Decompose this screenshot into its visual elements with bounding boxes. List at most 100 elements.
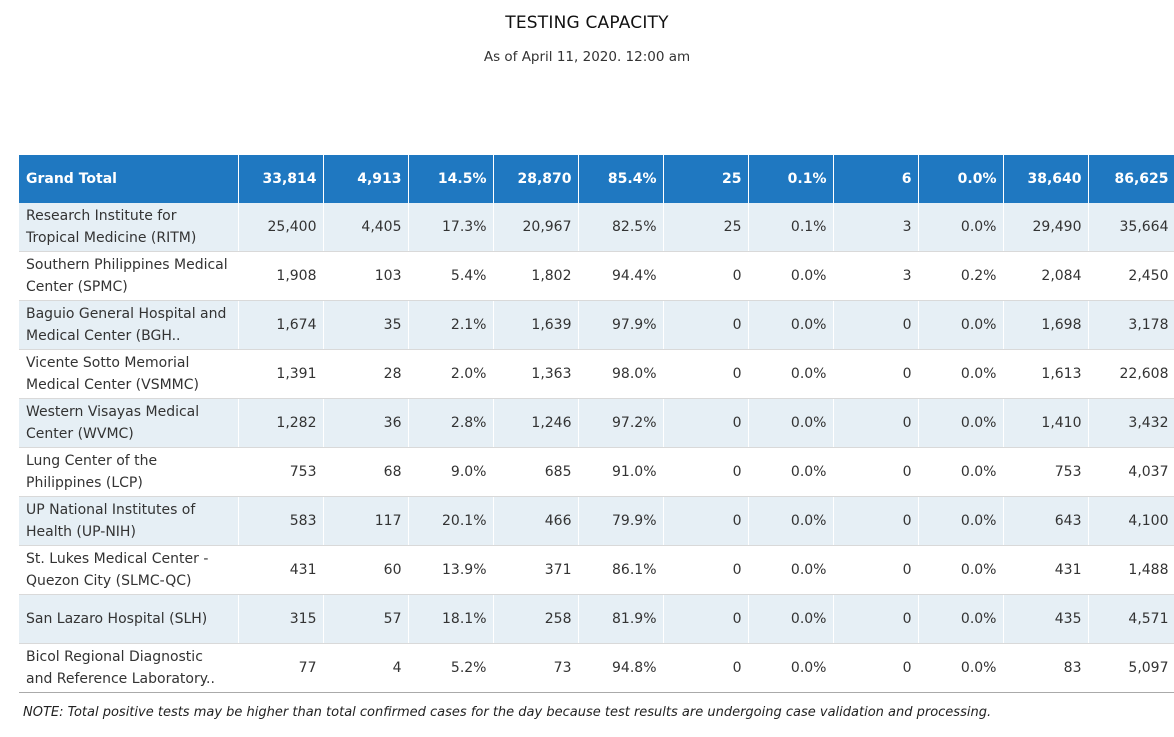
table-cell: 77 <box>238 643 324 693</box>
table-cell: 0.1% <box>748 203 834 252</box>
table-cell: 83 <box>1003 643 1089 693</box>
facility-name: St. Lukes Medical Center - Quezon City (… <box>19 545 239 595</box>
table-cell: 0 <box>663 643 749 693</box>
table-cell: 0 <box>833 447 919 497</box>
table-row: Bicol Regional Diagnostic and Reference … <box>19 643 1174 693</box>
table-cell: 2.8% <box>408 398 494 448</box>
table-cell: 3 <box>833 203 919 252</box>
table-cell: 98.0% <box>578 349 664 399</box>
table-cell: 1,639 <box>493 300 579 350</box>
table-cell: 0.0% <box>748 349 834 399</box>
table-cell: 28 <box>323 349 409 399</box>
table-cell: 1,613 <box>1003 349 1089 399</box>
facility-name: Western Visayas Medical Center (WVMC) <box>19 398 239 448</box>
facility-name: San Lazaro Hospital (SLH) <box>19 594 239 644</box>
grand-total-cell: 0.1% <box>748 155 834 203</box>
table-cell: 583 <box>238 496 324 546</box>
table-cell: 753 <box>238 447 324 497</box>
table-cell: 0 <box>833 300 919 350</box>
facility-name: Lung Center of the Philippines (LCP) <box>19 447 239 497</box>
grand-total-row: Grand Total 33,814 4,913 14.5% 28,870 85.4% 25… <box>19 155 1174 203</box>
table-cell: 0.0% <box>748 496 834 546</box>
testing-capacity-table: Grand Total 33,814 4,913 14.5% 28,870 85.4% 25… <box>19 155 1174 693</box>
table-cell: 371 <box>493 545 579 595</box>
table-row: UP National Institutes of Health (UP-NIH… <box>19 496 1174 546</box>
table-cell: 60 <box>323 545 409 595</box>
grand-total-cell: 85.4% <box>578 155 664 203</box>
table-cell: 466 <box>493 496 579 546</box>
table-cell: 2,450 <box>1088 251 1174 301</box>
table-cell: 5.2% <box>408 643 494 693</box>
table-cell: 4,571 <box>1088 594 1174 644</box>
table-cell: 0.0% <box>748 398 834 448</box>
table-cell: 0.0% <box>918 496 1004 546</box>
facility-name: Southern Philippines Medical Center (SPM… <box>19 251 239 301</box>
table-cell: 0 <box>663 398 749 448</box>
table-row: Southern Philippines Medical Center (SPM… <box>19 251 1174 301</box>
table-cell: 9.0% <box>408 447 494 497</box>
table-cell: 20.1% <box>408 496 494 546</box>
table-row: Research Institute for Tropical Medicine… <box>19 203 1174 252</box>
table-cell: 435 <box>1003 594 1089 644</box>
table-cell: 1,391 <box>238 349 324 399</box>
table-cell: 0 <box>663 496 749 546</box>
grand-total-cell: 0.0% <box>918 155 1004 203</box>
table-cell: 13.9% <box>408 545 494 595</box>
table-cell: 0.0% <box>748 643 834 693</box>
table-cell: 0 <box>833 643 919 693</box>
facility-name: Baguio General Hospital and Medical Cent… <box>19 300 239 350</box>
table-cell: 0.0% <box>918 349 1004 399</box>
facility-name: UP National Institutes of Health (UP-NIH… <box>19 496 239 546</box>
table-cell: 0.0% <box>748 447 834 497</box>
table-cell: 1,410 <box>1003 398 1089 448</box>
grand-total-cell: 38,640 <box>1003 155 1089 203</box>
table-cell: 117 <box>323 496 409 546</box>
table-cell: 57 <box>323 594 409 644</box>
table-cell: 0 <box>663 251 749 301</box>
table-cell: 79.9% <box>578 496 664 546</box>
table-cell: 0.0% <box>918 643 1004 693</box>
table-cell: 29,490 <box>1003 203 1089 252</box>
table-cell: 3,178 <box>1088 300 1174 350</box>
table-body: Grand Total 33,814 4,913 14.5% 28,870 85.4% 25… <box>19 155 1174 693</box>
table-cell: 643 <box>1003 496 1089 546</box>
table-row: Vicente Sotto Memorial Medical Center (V… <box>19 349 1174 399</box>
table-cell: 0 <box>833 545 919 595</box>
table-cell: 35 <box>323 300 409 350</box>
table-cell: 0.0% <box>748 545 834 595</box>
table-cell: 0.0% <box>918 398 1004 448</box>
facility-name: Vicente Sotto Memorial Medical Center (V… <box>19 349 239 399</box>
grand-total-cell: 6 <box>833 155 919 203</box>
table-cell: 1,488 <box>1088 545 1174 595</box>
table-cell: 3,432 <box>1088 398 1174 448</box>
table-cell: 81.9% <box>578 594 664 644</box>
table-cell: 1,908 <box>238 251 324 301</box>
table-cell: 97.9% <box>578 300 664 350</box>
table-cell: 685 <box>493 447 579 497</box>
table-cell: 82.5% <box>578 203 664 252</box>
table-cell: 431 <box>1003 545 1089 595</box>
grand-total-label: Grand Total <box>19 155 239 203</box>
grand-total-cell: 28,870 <box>493 155 579 203</box>
table-cell: 1,246 <box>493 398 579 448</box>
facility-name: Bicol Regional Diagnostic and Reference … <box>19 643 239 693</box>
table-cell: 97.2% <box>578 398 664 448</box>
table-cell: 25,400 <box>238 203 324 252</box>
table-cell: 2.1% <box>408 300 494 350</box>
table-cell: 94.4% <box>578 251 664 301</box>
table-cell: 103 <box>323 251 409 301</box>
grand-total-cell: 25 <box>663 155 749 203</box>
table-cell: 0.0% <box>748 300 834 350</box>
table-row: San Lazaro Hospital (SLH) 315 57 18.1% 258 81… <box>19 594 1174 644</box>
table-cell: 25 <box>663 203 749 252</box>
table-cell: 2,084 <box>1003 251 1089 301</box>
table-cell: 0.0% <box>748 251 834 301</box>
table-cell: 20,967 <box>493 203 579 252</box>
table-cell: 22,608 <box>1088 349 1174 399</box>
table-cell: 258 <box>493 594 579 644</box>
table-cell: 4,037 <box>1088 447 1174 497</box>
table-cell: 91.0% <box>578 447 664 497</box>
table-cell: 17.3% <box>408 203 494 252</box>
table-cell: 1,674 <box>238 300 324 350</box>
table-row: St. Lukes Medical Center - Quezon City (… <box>19 545 1174 595</box>
